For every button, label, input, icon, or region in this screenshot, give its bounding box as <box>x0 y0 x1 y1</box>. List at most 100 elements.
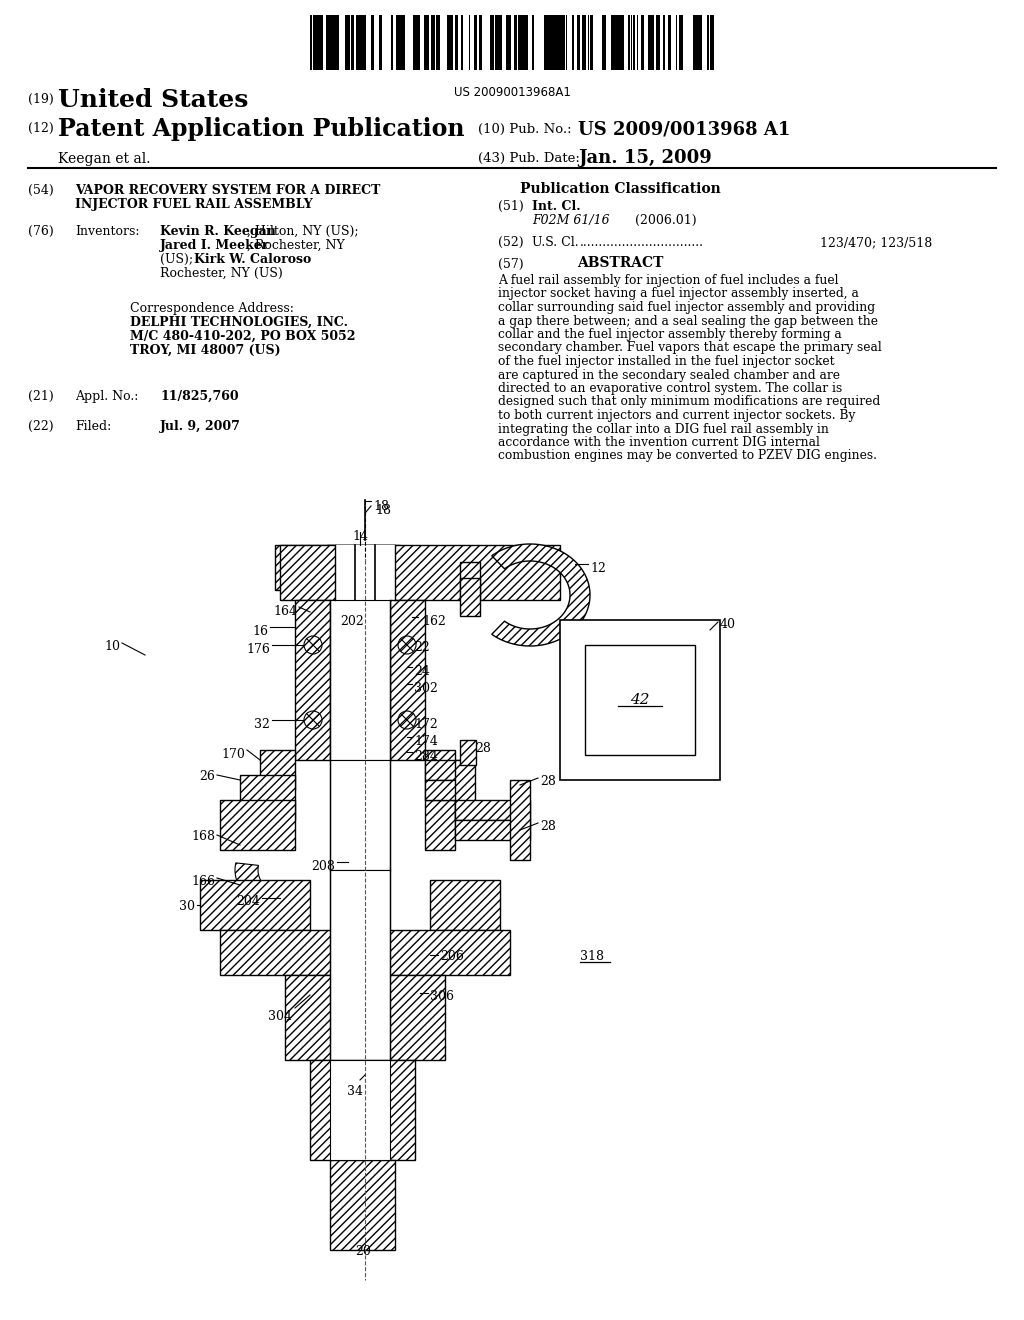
Text: TROY, MI 48007 (US): TROY, MI 48007 (US) <box>130 345 281 356</box>
Text: Int. Cl.: Int. Cl. <box>532 201 581 213</box>
Bar <box>220 931 510 975</box>
Text: ................................: ................................ <box>580 236 705 249</box>
Text: 28: 28 <box>540 775 556 788</box>
Bar <box>460 741 476 766</box>
Text: secondary chamber. Fuel vapors that escape the primary seal: secondary chamber. Fuel vapors that esca… <box>498 342 882 355</box>
Text: directed to an evaporative control system. The collar is: directed to an evaporative control syste… <box>498 381 843 395</box>
Text: 168: 168 <box>191 830 215 843</box>
Bar <box>506 15 508 70</box>
Text: 14: 14 <box>352 531 368 543</box>
Text: US 20090013968A1: US 20090013968A1 <box>454 86 570 99</box>
Bar <box>693 15 695 70</box>
Bar <box>295 601 330 760</box>
Bar <box>356 15 358 70</box>
Text: 12: 12 <box>590 562 606 576</box>
Bar <box>351 15 354 70</box>
Bar <box>620 15 624 70</box>
Bar <box>546 15 548 70</box>
Bar <box>522 15 526 70</box>
Bar <box>561 15 565 70</box>
Bar <box>455 820 530 840</box>
Text: 26: 26 <box>199 770 215 783</box>
Bar <box>425 750 455 800</box>
Bar <box>618 15 620 70</box>
Bar <box>650 15 654 70</box>
Bar <box>679 15 682 70</box>
Bar <box>400 15 403 70</box>
Text: Jan. 15, 2009: Jan. 15, 2009 <box>578 149 712 168</box>
Text: Jul. 9, 2007: Jul. 9, 2007 <box>160 420 241 433</box>
Bar <box>495 15 497 70</box>
Text: Rochester, NY (US): Rochester, NY (US) <box>160 267 283 280</box>
Bar <box>336 15 339 70</box>
Text: Filed:: Filed: <box>75 420 112 433</box>
Bar <box>490 15 492 70</box>
Bar <box>492 15 494 70</box>
Bar <box>695 15 697 70</box>
Bar <box>310 1060 415 1160</box>
Bar <box>585 645 695 755</box>
Text: (21): (21) <box>28 389 53 403</box>
Text: , Hilton, NY (US);: , Hilton, NY (US); <box>247 224 358 238</box>
Bar <box>460 578 480 616</box>
Bar <box>424 15 426 70</box>
Bar <box>200 880 310 931</box>
Text: (52): (52) <box>498 236 523 249</box>
Bar <box>584 15 586 70</box>
Text: 30: 30 <box>179 900 195 913</box>
Text: 40: 40 <box>720 618 736 631</box>
Text: Patent Application Publication: Patent Application Publication <box>58 117 465 141</box>
Bar <box>328 15 332 70</box>
Bar <box>327 545 365 590</box>
Bar <box>345 15 347 70</box>
Text: 176: 176 <box>246 643 270 656</box>
Text: 22: 22 <box>414 642 430 653</box>
Bar <box>455 760 475 820</box>
Text: 32: 32 <box>254 718 270 731</box>
Bar <box>613 15 617 70</box>
Text: combustion engines may be converted to PZEV DIG engines.: combustion engines may be converted to P… <box>498 450 877 462</box>
Bar <box>425 780 470 800</box>
Bar <box>577 15 580 70</box>
Text: 28: 28 <box>475 742 490 755</box>
Bar <box>285 975 445 1060</box>
Text: Kirk W. Caloroso: Kirk W. Caloroso <box>194 253 311 267</box>
Text: A fuel rail assembly for injection of fuel includes a fuel: A fuel rail assembly for injection of fu… <box>498 275 839 286</box>
Text: (2006.01): (2006.01) <box>635 214 696 227</box>
Text: 18: 18 <box>375 504 391 517</box>
Bar <box>560 620 720 780</box>
Text: Keegan et al.: Keegan et al. <box>58 152 151 166</box>
Bar <box>431 15 435 70</box>
Bar <box>641 15 644 70</box>
Text: (10) Pub. No.:: (10) Pub. No.: <box>478 123 571 136</box>
Bar <box>426 15 429 70</box>
Text: 34: 34 <box>347 1085 362 1098</box>
Text: Appl. No.:: Appl. No.: <box>75 389 138 403</box>
Text: 18: 18 <box>373 500 389 513</box>
Text: designed such that only minimum modifications are required: designed such that only minimum modifica… <box>498 396 881 408</box>
Bar <box>425 800 455 850</box>
Bar <box>326 15 328 70</box>
Bar <box>572 15 574 70</box>
Text: 42: 42 <box>630 693 650 708</box>
Text: US 2009/0013968 A1: US 2009/0013968 A1 <box>578 120 791 139</box>
Bar <box>497 15 501 70</box>
Text: (57): (57) <box>498 257 523 271</box>
Bar <box>390 601 425 760</box>
Text: 123/470; 123/518: 123/470; 123/518 <box>820 236 932 249</box>
Bar <box>330 760 390 870</box>
Bar <box>447 15 451 70</box>
Bar <box>532 15 534 70</box>
Text: 24: 24 <box>414 665 430 678</box>
Text: ABSTRACT: ABSTRACT <box>577 256 664 271</box>
Bar <box>611 15 613 70</box>
Text: , Rochester, NY: , Rochester, NY <box>247 239 345 252</box>
Bar <box>280 545 560 601</box>
Text: INJECTOR FUEL RAIL ASSEMBLY: INJECTOR FUEL RAIL ASSEMBLY <box>75 198 312 211</box>
Text: (54): (54) <box>28 183 53 197</box>
Text: DELPHI TECHNOLOGIES, INC.: DELPHI TECHNOLOGIES, INC. <box>130 315 348 329</box>
Bar <box>430 880 500 931</box>
Bar <box>553 15 557 70</box>
Text: accordance with the invention current DIG internal: accordance with the invention current DI… <box>498 436 820 449</box>
Bar <box>240 775 295 820</box>
